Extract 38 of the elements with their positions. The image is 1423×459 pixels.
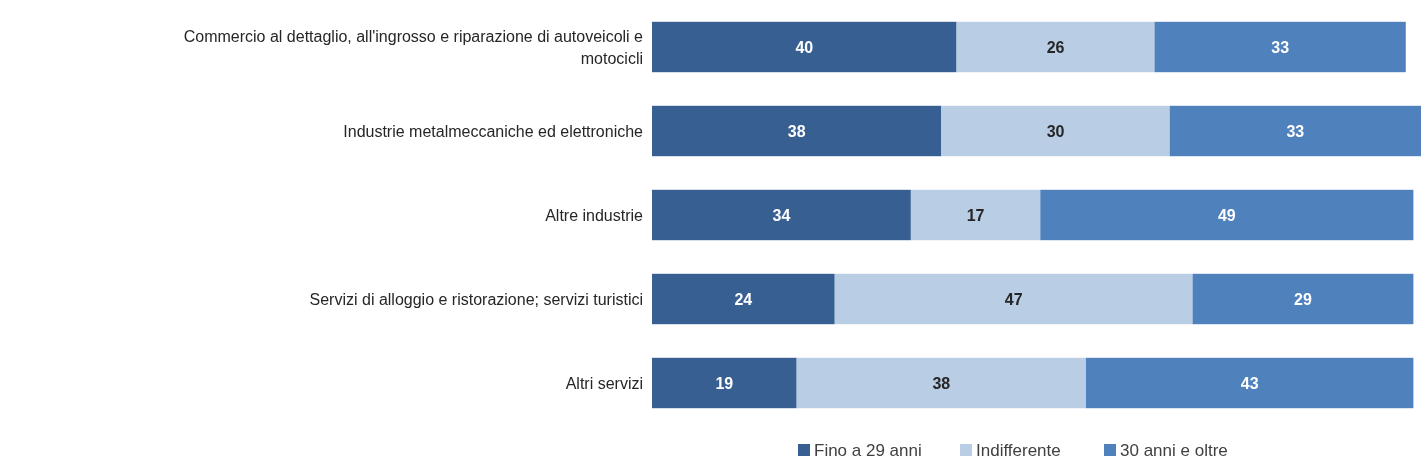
y-tick-label: Servizi di alloggio e ristorazione; servizi turistici — [309, 291, 643, 308]
bar — [1154, 21, 1406, 73]
bar — [1192, 273, 1414, 325]
y-tick-label: Altre industrie — [545, 207, 644, 224]
bar — [652, 105, 942, 157]
data-label: 38 — [932, 375, 951, 392]
bar — [652, 357, 797, 409]
data-label: 49 — [1217, 207, 1236, 224]
data-label: 33 — [1286, 123, 1305, 140]
data-label: 38 — [787, 123, 806, 140]
bar — [956, 21, 1155, 73]
data-label: 43 — [1240, 375, 1259, 392]
y-tick-label: Commercio al dettaglio, all'ingrosso e riparazione di autoveicoli e motocicli — [183, 28, 644, 67]
bar — [910, 189, 1041, 241]
legend-label: 30 anni e oltre — [1120, 441, 1228, 459]
data-label: 34 — [772, 207, 791, 224]
y-tick-label: Industrie metalmeccaniche ed elettroniche — [343, 123, 644, 140]
data-label: 47 — [1004, 291, 1023, 308]
y-tick-label: Altri servizi — [565, 375, 643, 392]
data-label: 24 — [734, 291, 753, 308]
bar — [941, 105, 1170, 157]
data-label: 17 — [966, 207, 985, 224]
bar — [796, 357, 1086, 409]
bar — [1085, 357, 1414, 409]
bar — [652, 21, 957, 73]
data-label: 30 — [1046, 123, 1065, 140]
data-label: 26 — [1046, 39, 1065, 56]
bar — [652, 273, 835, 325]
bar — [652, 189, 911, 241]
bar — [1169, 105, 1421, 157]
legend-label: Fino a 29 anni — [814, 441, 922, 459]
bar — [834, 273, 1193, 325]
data-label: 33 — [1271, 39, 1290, 56]
data-label: 40 — [795, 39, 814, 56]
legend-label: Indifferente — [976, 441, 1061, 459]
data-label: 29 — [1294, 291, 1312, 308]
data-label: 19 — [715, 375, 734, 392]
bar — [1040, 189, 1414, 241]
